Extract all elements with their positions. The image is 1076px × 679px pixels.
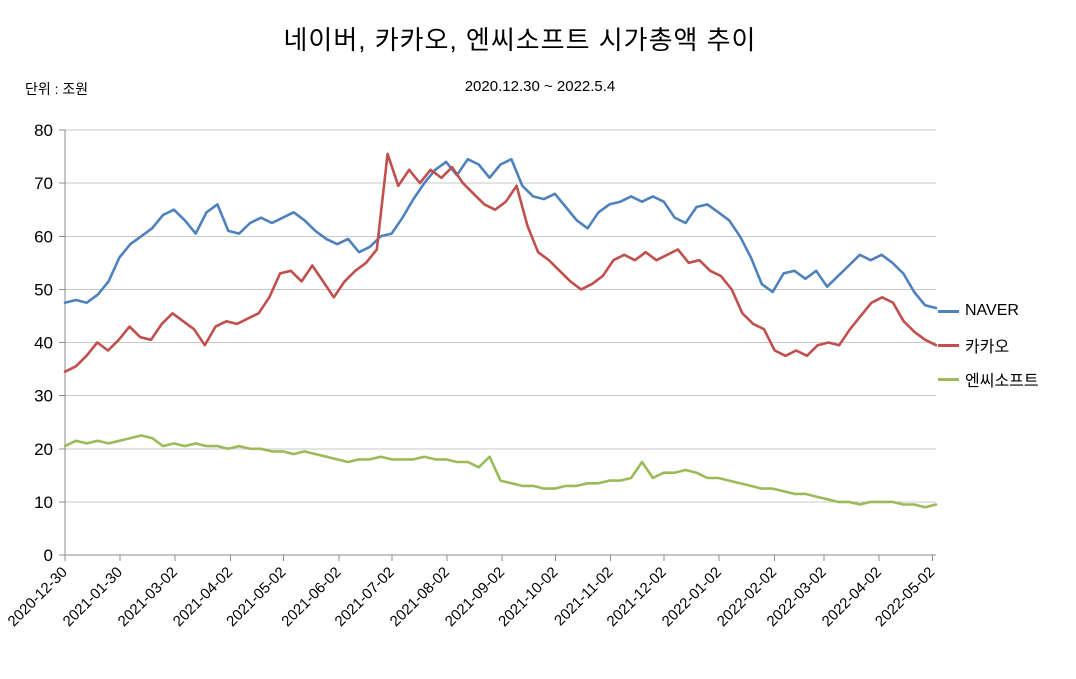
series-line-카카오 bbox=[63, 152, 938, 374]
y-tick-label: 60 bbox=[34, 227, 53, 246]
series-line-NAVER bbox=[63, 157, 938, 310]
legend-label-kakao: 카카오 bbox=[965, 339, 1010, 356]
legend-item-ncsoft: 엔씨소프트 bbox=[938, 368, 1039, 390]
legend-label-naver: NAVER bbox=[965, 302, 1019, 319]
chart-title: 네이버, 카카오, 엔씨소프트 시가총액 추이 bbox=[283, 25, 757, 55]
y-tick-label: 30 bbox=[34, 387, 53, 406]
legend-label-ncsoft: 엔씨소프트 bbox=[965, 373, 1039, 390]
legend-swatch-kakao bbox=[938, 343, 959, 347]
legend: NAVER 카카오 엔씨소프트 bbox=[938, 300, 1039, 402]
legend-swatch-ncsoft bbox=[938, 377, 959, 381]
y-tick-label: 70 bbox=[34, 174, 53, 193]
legend-item-kakao: 카카오 bbox=[938, 334, 1039, 356]
y-tick-label: 10 bbox=[34, 493, 53, 512]
series-line-엔씨소프트 bbox=[63, 434, 938, 509]
y-tick-label: 80 bbox=[34, 121, 53, 140]
y-tick-label: 50 bbox=[34, 280, 53, 299]
legend-item-naver: NAVER bbox=[938, 300, 1039, 322]
y-tick-label: 0 bbox=[44, 546, 53, 565]
unit-label: 단위 : 조원 bbox=[25, 81, 89, 97]
y-tick-label: 40 bbox=[34, 334, 53, 353]
legend-swatch-naver bbox=[938, 309, 959, 313]
chart-subtitle: 2020.12.30 ~ 2022.5.4 bbox=[464, 78, 616, 95]
y-tick-label: 20 bbox=[34, 440, 53, 459]
